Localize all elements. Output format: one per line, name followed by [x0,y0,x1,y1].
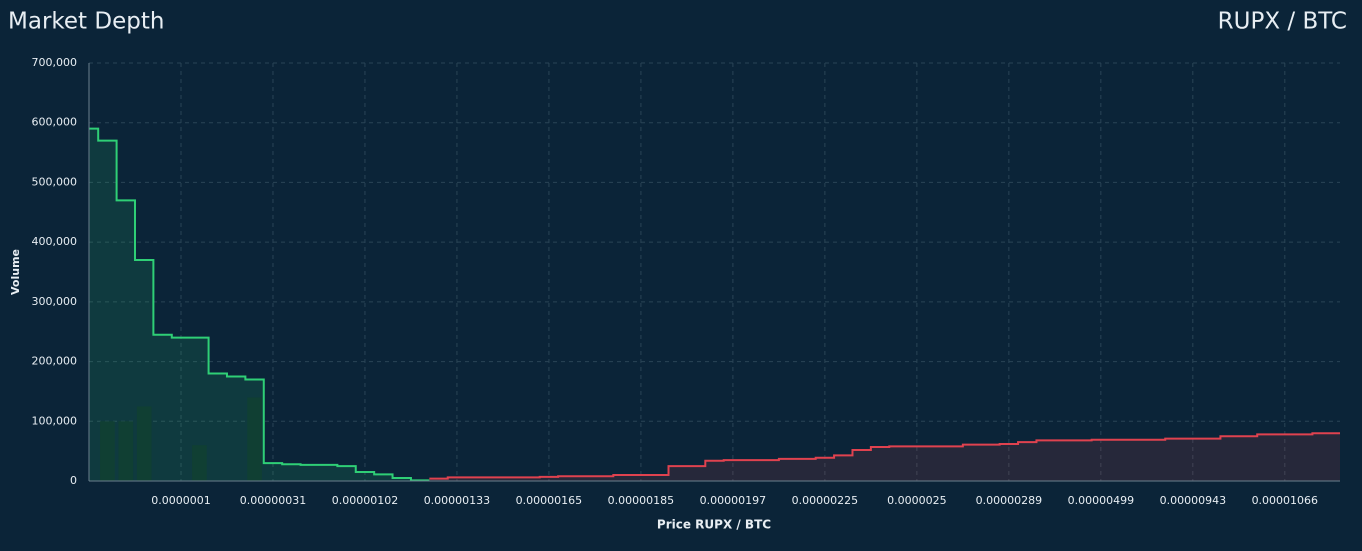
depth-area [429,433,1340,481]
depth-area [89,128,430,481]
x-tick-label: 0.0000001 [151,494,211,507]
x-axis-label: Price RUPX / BTC [657,518,771,532]
x-tick-label: 0.00000499 [1068,494,1134,507]
y-tick-label: 500,000 [32,175,78,188]
x-tick-label: 0.00000165 [516,494,582,507]
x-tick-label: 0.00000031 [240,494,306,507]
y-tick-label: 400,000 [32,235,78,248]
depth-line [89,127,430,482]
x-tick-label: 0.00000102 [332,494,398,507]
x-tick-label: 0.00000197 [700,494,766,507]
x-tick-label: 0.00000185 [608,494,674,507]
y-tick-label: 200,000 [32,355,78,368]
x-tick-label: 0.00001066 [1252,494,1318,507]
y-tick-label: 100,000 [32,414,78,427]
x-tick-label: 0.00000133 [424,494,490,507]
y-tick-label: 700,000 [32,56,78,69]
pair-title: RUPX / BTC [1218,9,1347,35]
order-bar [247,397,262,481]
y-tick-label: 600,000 [32,116,78,129]
x-tick-label: 0.00000943 [1160,494,1226,507]
order-bar [192,445,207,481]
x-tick-label: 0.00000289 [976,494,1042,507]
chart-title: Market Depth [8,9,164,35]
y-axis-label: Volume [9,249,22,295]
y-tick-label: 300,000 [32,295,78,308]
x-tick-label: 0.0000025 [887,494,947,507]
order-bar [136,406,152,481]
y-tick-label: 0 [70,474,77,487]
depth-line [429,432,1340,480]
order-bar [100,421,115,481]
x-tick-label: 0.00000225 [792,494,858,507]
order-bar [118,421,134,481]
